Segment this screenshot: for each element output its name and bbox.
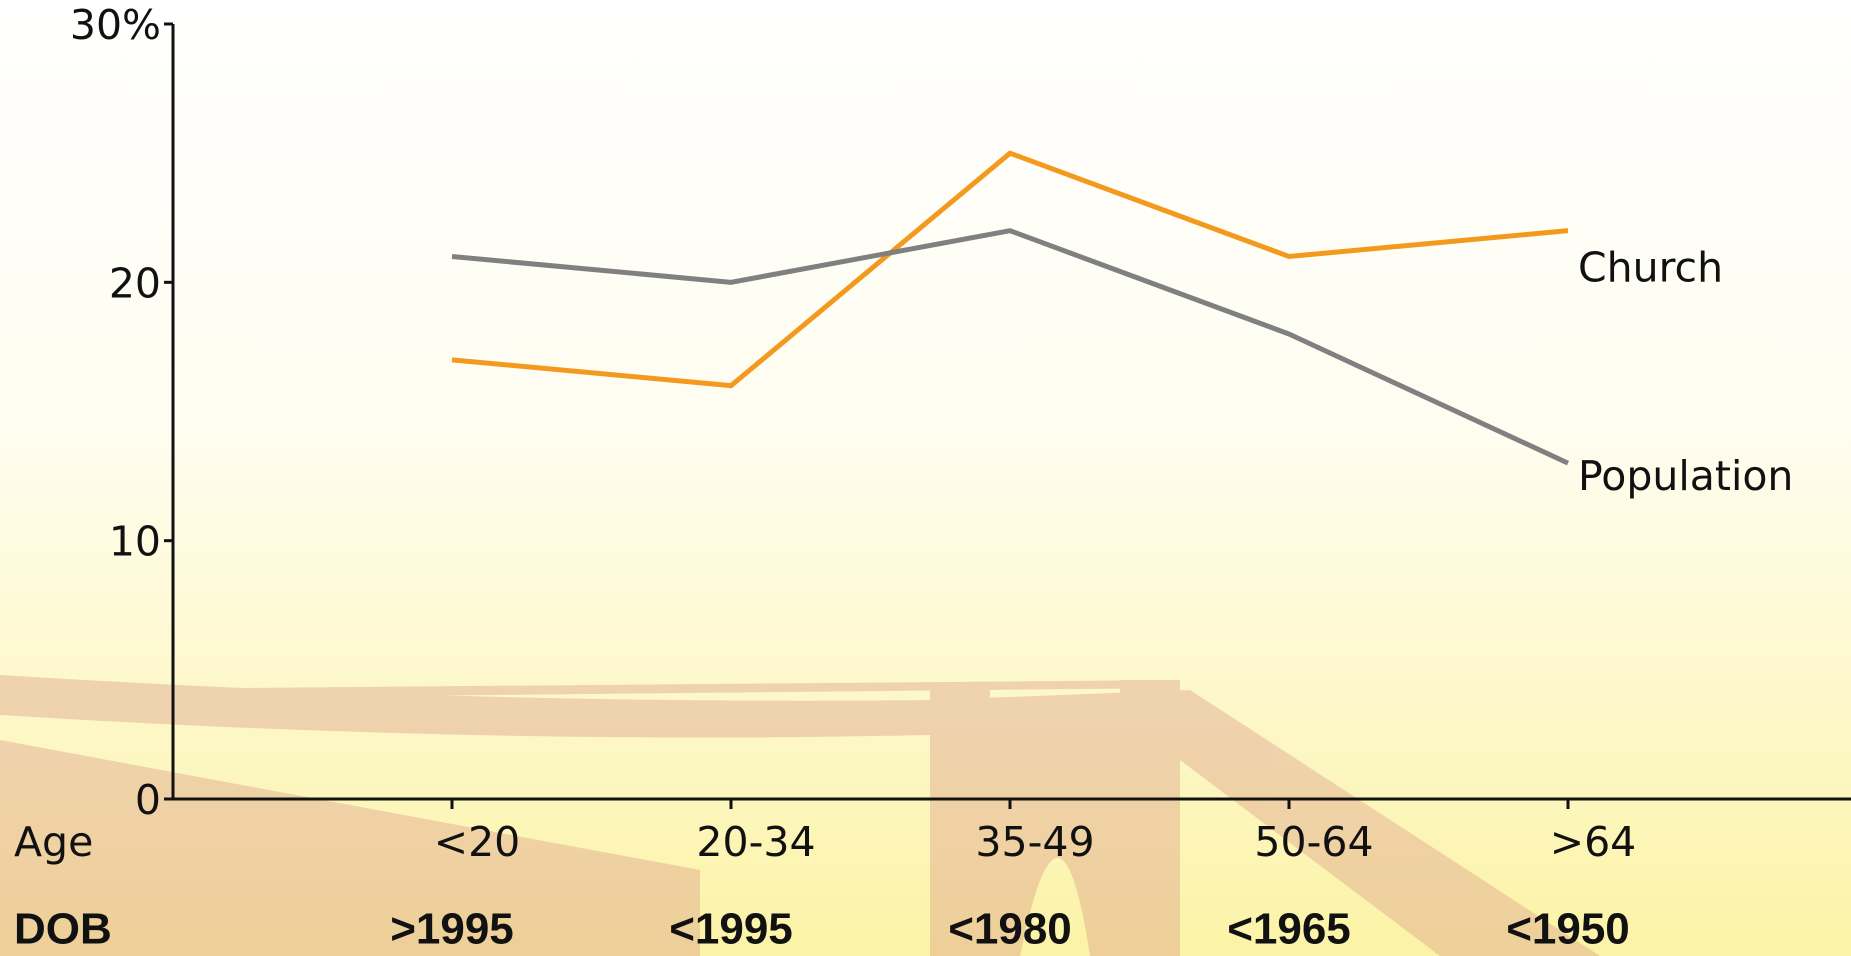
y-tick-label: 0: [135, 776, 161, 824]
dob-tick-label: <1980: [948, 905, 1072, 954]
x-tick-label: 20-34: [696, 818, 815, 866]
x-tick-label: >64: [1550, 818, 1637, 866]
series-label: Church: [1578, 244, 1723, 292]
y-tick-label: 20: [109, 259, 161, 307]
dob-tick-label: <1995: [669, 905, 793, 954]
dob-label: DOB: [14, 905, 112, 954]
x-axis-label: Age: [14, 818, 93, 866]
dob-tick-label: <1965: [1227, 905, 1351, 954]
dob-tick-label: >1995: [390, 905, 514, 954]
bridge-silhouette: [0, 675, 1600, 956]
dob-tick-label: <1950: [1506, 905, 1630, 954]
series-line: [451, 228, 1570, 466]
series-line: [451, 150, 1569, 389]
x-tick-label: 50-64: [1254, 818, 1373, 866]
series-label: Population: [1578, 452, 1793, 500]
y-tick-label: 10: [109, 518, 161, 566]
x-tick-label: <20: [434, 818, 521, 866]
y-tick-label: 30%: [70, 1, 161, 49]
x-tick-label: 35-49: [975, 818, 1094, 866]
